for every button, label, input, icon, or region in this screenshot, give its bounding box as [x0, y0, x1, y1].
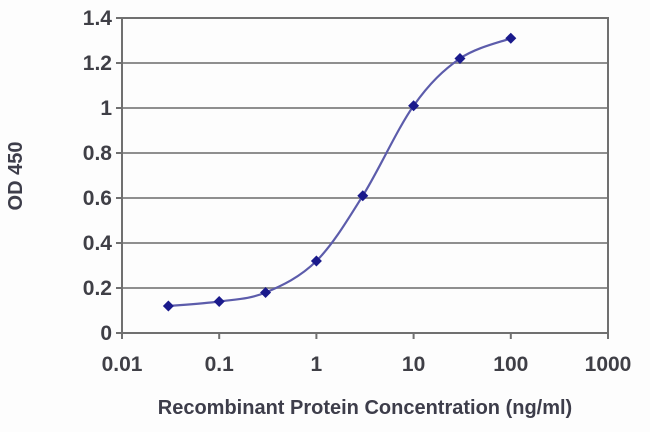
y-axis-title: OD 450 [5, 142, 27, 211]
data-point-marker [310, 255, 322, 267]
series-line [167, 37, 512, 308]
y-tick-label: 0 [100, 322, 112, 345]
data-point-marker [260, 287, 272, 298]
x-axis-title: Recombinant Protein Concentration (ng/ml… [158, 397, 572, 419]
data-point-marker [505, 32, 517, 44]
series [162, 32, 517, 312]
gridlines [122, 62, 608, 289]
y-tick-label: 0.8 [83, 142, 113, 165]
data-point-marker [357, 190, 369, 202]
y-tick-label: 1.2 [83, 52, 112, 75]
y-tick-label: 0.6 [83, 187, 112, 210]
tick-labels: 0.01 0.1 1 10 100 1000 0 0.2 0.4 0.6 0.8 1 1.2 1.4 [83, 7, 632, 376]
x-tick-label: 0.01 [102, 353, 143, 376]
data-point-marker [408, 100, 420, 112]
axes [116, 17, 609, 339]
x-tick-label: 100 [493, 353, 528, 376]
data-point-marker [162, 300, 174, 312]
y-tick-label: 1.4 [83, 7, 113, 30]
x-tick-label: 0.1 [205, 353, 235, 376]
plot-frame [121, 17, 609, 334]
x-tick-label: 10 [402, 353, 425, 376]
data-point-marker [454, 53, 466, 64]
y-tick-label: 1 [100, 97, 112, 120]
data-point-marker [213, 296, 225, 307]
x-tick-label: 1 [311, 353, 323, 376]
x-tick-label: 1000 [585, 353, 632, 376]
y-tick-label: 0.4 [83, 232, 113, 255]
y-tick-label: 0.2 [83, 277, 112, 300]
